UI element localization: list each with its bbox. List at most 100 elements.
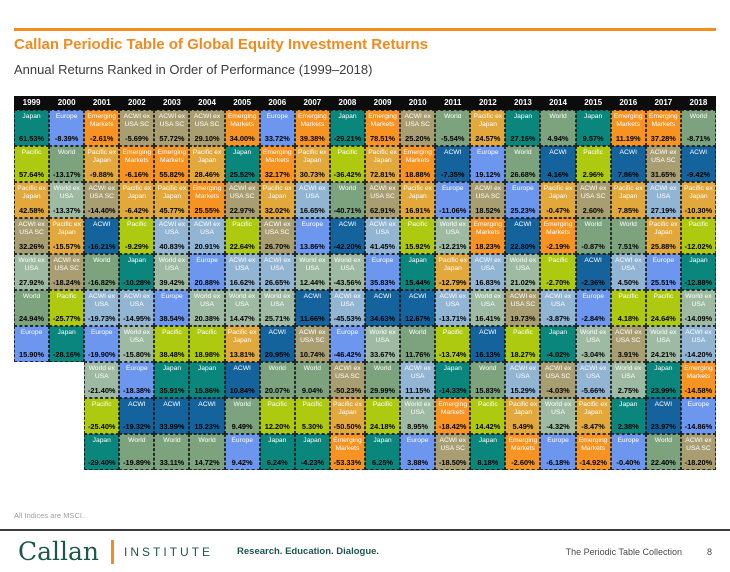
return-value: -18.42% bbox=[438, 422, 467, 431]
return-cell: Emerging Markets 11.19% bbox=[610, 110, 646, 146]
asset-label: Europe bbox=[441, 185, 464, 192]
return-cell: Japan 6.24% bbox=[259, 434, 295, 470]
return-cell: Emerging Markets 18.23% bbox=[470, 218, 506, 254]
return-cell: Pacific ex Japan -12.79% bbox=[435, 254, 471, 290]
asset-label: World bbox=[93, 257, 111, 264]
asset-label: World bbox=[373, 365, 392, 372]
return-value: 8.95% bbox=[407, 422, 429, 431]
return-cell: ACWI ex USA SC 22.97% bbox=[224, 182, 260, 218]
asset-label: World ex USA bbox=[474, 293, 501, 308]
asset-label: ACWI ex USA bbox=[88, 293, 115, 308]
asset-label: Japan bbox=[584, 113, 603, 120]
asset-label: World ex USA bbox=[439, 221, 466, 236]
return-cell: Pacific ex Japan -8.47% bbox=[575, 398, 611, 434]
return-value: -12.02% bbox=[684, 242, 713, 251]
return-value: 15.90% bbox=[19, 350, 45, 359]
year-header: 2009 bbox=[373, 98, 392, 107]
return-cell: ACWI ex USA SC -5.69% bbox=[119, 110, 155, 146]
asset-label: Emerging Markets bbox=[438, 401, 468, 416]
return-value: 12.67% bbox=[405, 314, 431, 323]
asset-label: ACWI ex USA bbox=[579, 365, 607, 380]
return-cell: ACWI ex USA SC 62.91% bbox=[364, 182, 401, 218]
return-value: 5.49% bbox=[512, 422, 534, 431]
return-value: 33.11% bbox=[159, 458, 185, 467]
return-cell: Europe -46.42% bbox=[329, 326, 365, 362]
return-cell: ACWI 7.86% bbox=[610, 146, 646, 182]
asset-label: Europe bbox=[547, 437, 569, 444]
return-cell: Emerging Markets -2.61% bbox=[84, 110, 120, 146]
return-value: -19.90% bbox=[87, 350, 116, 359]
return-value: 41.45% bbox=[370, 242, 396, 251]
return-value: 10.74% bbox=[299, 350, 325, 359]
page-title: Callan Periodic Table of Global Equity I… bbox=[14, 36, 428, 53]
return-value: 22.40% bbox=[650, 458, 676, 467]
asset-label: ACWI bbox=[689, 149, 708, 156]
return-value: 24.21% bbox=[650, 350, 676, 359]
return-value: 18.23% bbox=[475, 242, 501, 251]
asset-label: Pacific ex Japan bbox=[508, 401, 538, 416]
return-value: 39.42% bbox=[159, 278, 185, 287]
asset-label: Emerging Markets bbox=[403, 149, 432, 164]
return-cell: Emerging Markets -14.58% bbox=[680, 362, 716, 398]
return-cell: Emerging Markets 55.82% bbox=[154, 146, 190, 182]
return-cell: Japan 25.52% bbox=[224, 146, 260, 182]
return-cell: Emerging Markets -6.16% bbox=[119, 146, 155, 182]
asset-label: Europe bbox=[477, 149, 499, 156]
asset-label: Europe bbox=[55, 113, 78, 120]
asset-label: Pacific bbox=[302, 401, 323, 408]
return-value: 27.92% bbox=[19, 278, 45, 287]
return-value: 35.91% bbox=[159, 386, 185, 395]
return-cell: Pacific -12.02% bbox=[680, 218, 716, 254]
return-value: -40.71% bbox=[333, 206, 362, 215]
return-cell: Pacific ex Japan -10.30% bbox=[680, 182, 716, 218]
return-value: 5.30% bbox=[301, 422, 323, 431]
return-cell: Pacific 24.64% bbox=[645, 290, 681, 326]
return-cell: World 15.83% bbox=[470, 362, 506, 398]
asset-label: ACWI ex USA SC bbox=[615, 329, 642, 344]
return-value: -13.37% bbox=[52, 206, 81, 215]
asset-label: Pacific ex Japan bbox=[227, 329, 257, 344]
asset-label: Europe bbox=[231, 437, 253, 444]
return-cell: ACWI 10.84% bbox=[224, 362, 260, 398]
year-header: 2017 bbox=[654, 98, 673, 107]
return-cell: ACWI ex USA SC -18.50% bbox=[435, 434, 471, 470]
asset-label: ACWI ex USA bbox=[650, 185, 677, 200]
return-value: 31.65% bbox=[650, 170, 676, 179]
return-value: 2.96% bbox=[582, 170, 604, 179]
return-cell: ACWI ex USA SC -4.03% bbox=[540, 362, 576, 398]
asset-label: World ex USA bbox=[580, 329, 607, 344]
return-value: -2.36% bbox=[581, 278, 605, 287]
return-cell: ACWI ex USA 40.83% bbox=[154, 218, 190, 254]
return-value: -0.40% bbox=[616, 458, 640, 467]
return-value: 35.83% bbox=[370, 278, 396, 287]
return-cell: Pacific ex Japan 42.58% bbox=[14, 182, 50, 218]
asset-label: World bbox=[163, 437, 181, 444]
return-cell: ACWI ex USA 4.50% bbox=[610, 254, 646, 290]
asset-label: Pacific ex Japan bbox=[298, 149, 327, 164]
asset-label: Pacific ex Japan bbox=[262, 185, 292, 200]
return-cell: ACWI ex USA SC 25.20% bbox=[400, 110, 436, 146]
return-cell: Japan -10.28% bbox=[119, 254, 155, 290]
return-value: 16.91% bbox=[405, 206, 431, 215]
return-value: -14.58% bbox=[684, 386, 713, 395]
return-value: 40.83% bbox=[159, 242, 185, 251]
return-cell: ACWI 4.16% bbox=[540, 146, 576, 182]
asset-label: World ex USA bbox=[369, 329, 396, 344]
return-cell: ACWI ex USA -45.53% bbox=[329, 290, 365, 326]
return-value: 27.19% bbox=[650, 206, 676, 215]
return-cell: Pacific ex Japan 13.81% bbox=[224, 326, 260, 362]
return-value: 28.46% bbox=[194, 170, 220, 179]
asset-label: ACWI ex USA SC bbox=[369, 185, 396, 200]
asset-label: ACWI bbox=[128, 401, 146, 408]
asset-label: Japan bbox=[338, 113, 357, 120]
return-cell: World -19.89% bbox=[119, 434, 155, 470]
return-value: 15.86% bbox=[194, 386, 220, 395]
return-cell: Japan -14.33% bbox=[435, 362, 471, 398]
return-value: 38.48% bbox=[159, 350, 185, 359]
return-value: 26.65% bbox=[264, 278, 290, 287]
asset-label: World ex USA bbox=[650, 329, 677, 344]
asset-label: World bbox=[57, 149, 76, 156]
return-value: 61.53% bbox=[19, 134, 45, 143]
page-subtitle: Annual Returns Ranked in Order of Perfor… bbox=[14, 62, 373, 77]
